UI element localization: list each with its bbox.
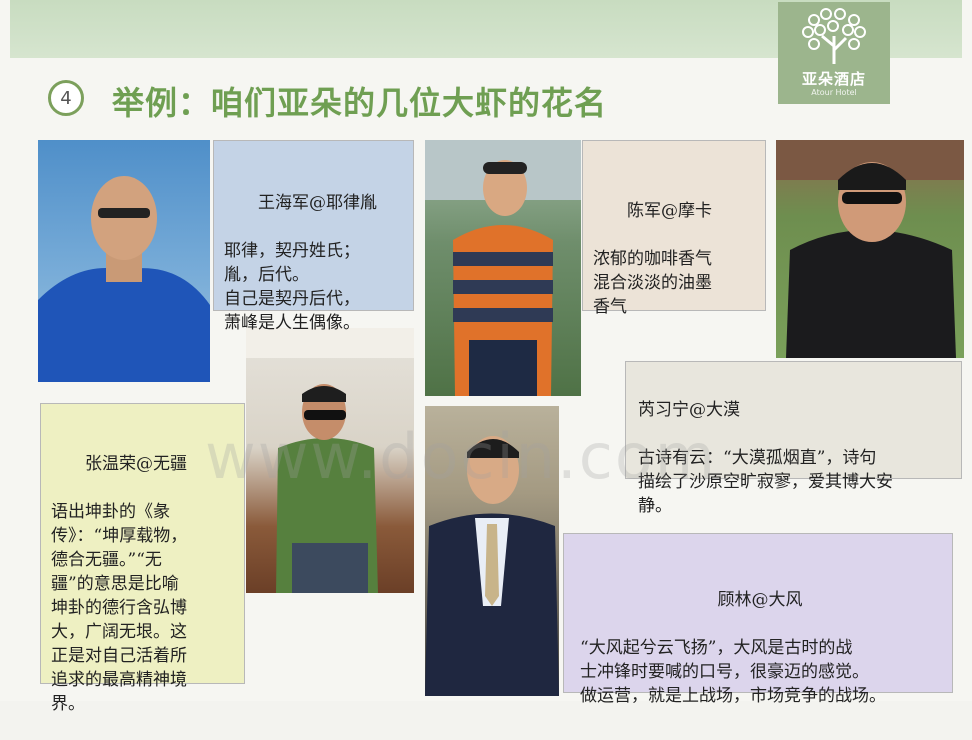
caption-body: 耶律，契丹姓氏； 胤，后代。 自己是契丹后代， 萧峰是人生偶像。 xyxy=(224,241,360,333)
caption-zhang-wenrong: 张温荣@无疆 语出坤卦的《彖 传》：“坤厚载物， 德合无疆。”“无 疆”的意思是… xyxy=(40,403,245,714)
slide: 亚朵酒店 Atour Hotel 4 举例：咱们亚朵的几位大虾的花名 xyxy=(10,0,964,714)
photo-rui-xining xyxy=(776,140,964,358)
caption-title: 张温荣@无疆 xyxy=(85,454,187,474)
caption-chen-jun: 陈军@摩卡 浓郁的咖啡香气 混合淡淡的油墨 香气 xyxy=(582,140,766,317)
caption-title: 顾林@大风 xyxy=(717,590,803,610)
caption-body: 古诗有云：“大漠孤烟直”，诗句 描绘了沙原空旷寂寥，爱其博大安 静。 xyxy=(638,448,893,516)
caption-wang-haijun: 王海军@耶律胤 耶律，契丹姓氏； 胤，后代。 自己是契丹后代， 萧峰是人生偶像。 xyxy=(213,140,414,333)
caption-title: 陈军@摩卡 xyxy=(627,201,712,221)
logo-name: 亚朵酒店 xyxy=(801,70,866,88)
caption-body: 浓郁的咖啡香气 混合淡淡的油墨 香气 xyxy=(593,249,712,317)
caption-body: “大风起兮云飞扬”，大风是古时的战 士冲锋时要喊的口号，很豪迈的感觉。 做运营，… xyxy=(580,638,886,706)
caption-rui-xining: 芮习宁@大漠 古诗有云：“大漠孤烟直”，诗句 描绘了沙原空旷寂寥，爱其博大安 静… xyxy=(625,361,962,516)
photo-gu-lin xyxy=(425,406,559,696)
caption-title: 王海军@耶律胤 xyxy=(258,193,377,213)
photo-chen-jun xyxy=(425,140,581,396)
logo-subtitle: Atour Hotel xyxy=(811,88,857,97)
watermark: www.docin.com xyxy=(205,420,718,493)
slide-title: 举例：咱们亚朵的几位大虾的花名 xyxy=(112,84,608,122)
caption-body: 语出坤卦的《彖 传》：“坤厚载物， 德合无疆。”“无 疆”的意思是比喻 坤卦的德… xyxy=(51,502,188,714)
section-number-badge: 4 xyxy=(48,80,84,116)
caption-gu-lin: 顾林@大风 “大风起兮云飞扬”，大风是古时的战 士冲锋时要喊的口号，很豪迈的感觉… xyxy=(563,533,953,706)
caption-title: 芮习宁@大漠 xyxy=(638,400,740,420)
tree-logo-icon xyxy=(802,8,866,64)
photo-zhang-wenrong xyxy=(246,328,414,593)
hotel-logo: 亚朵酒店 Atour Hotel xyxy=(778,2,890,104)
photo-wang-haijun xyxy=(38,140,210,382)
